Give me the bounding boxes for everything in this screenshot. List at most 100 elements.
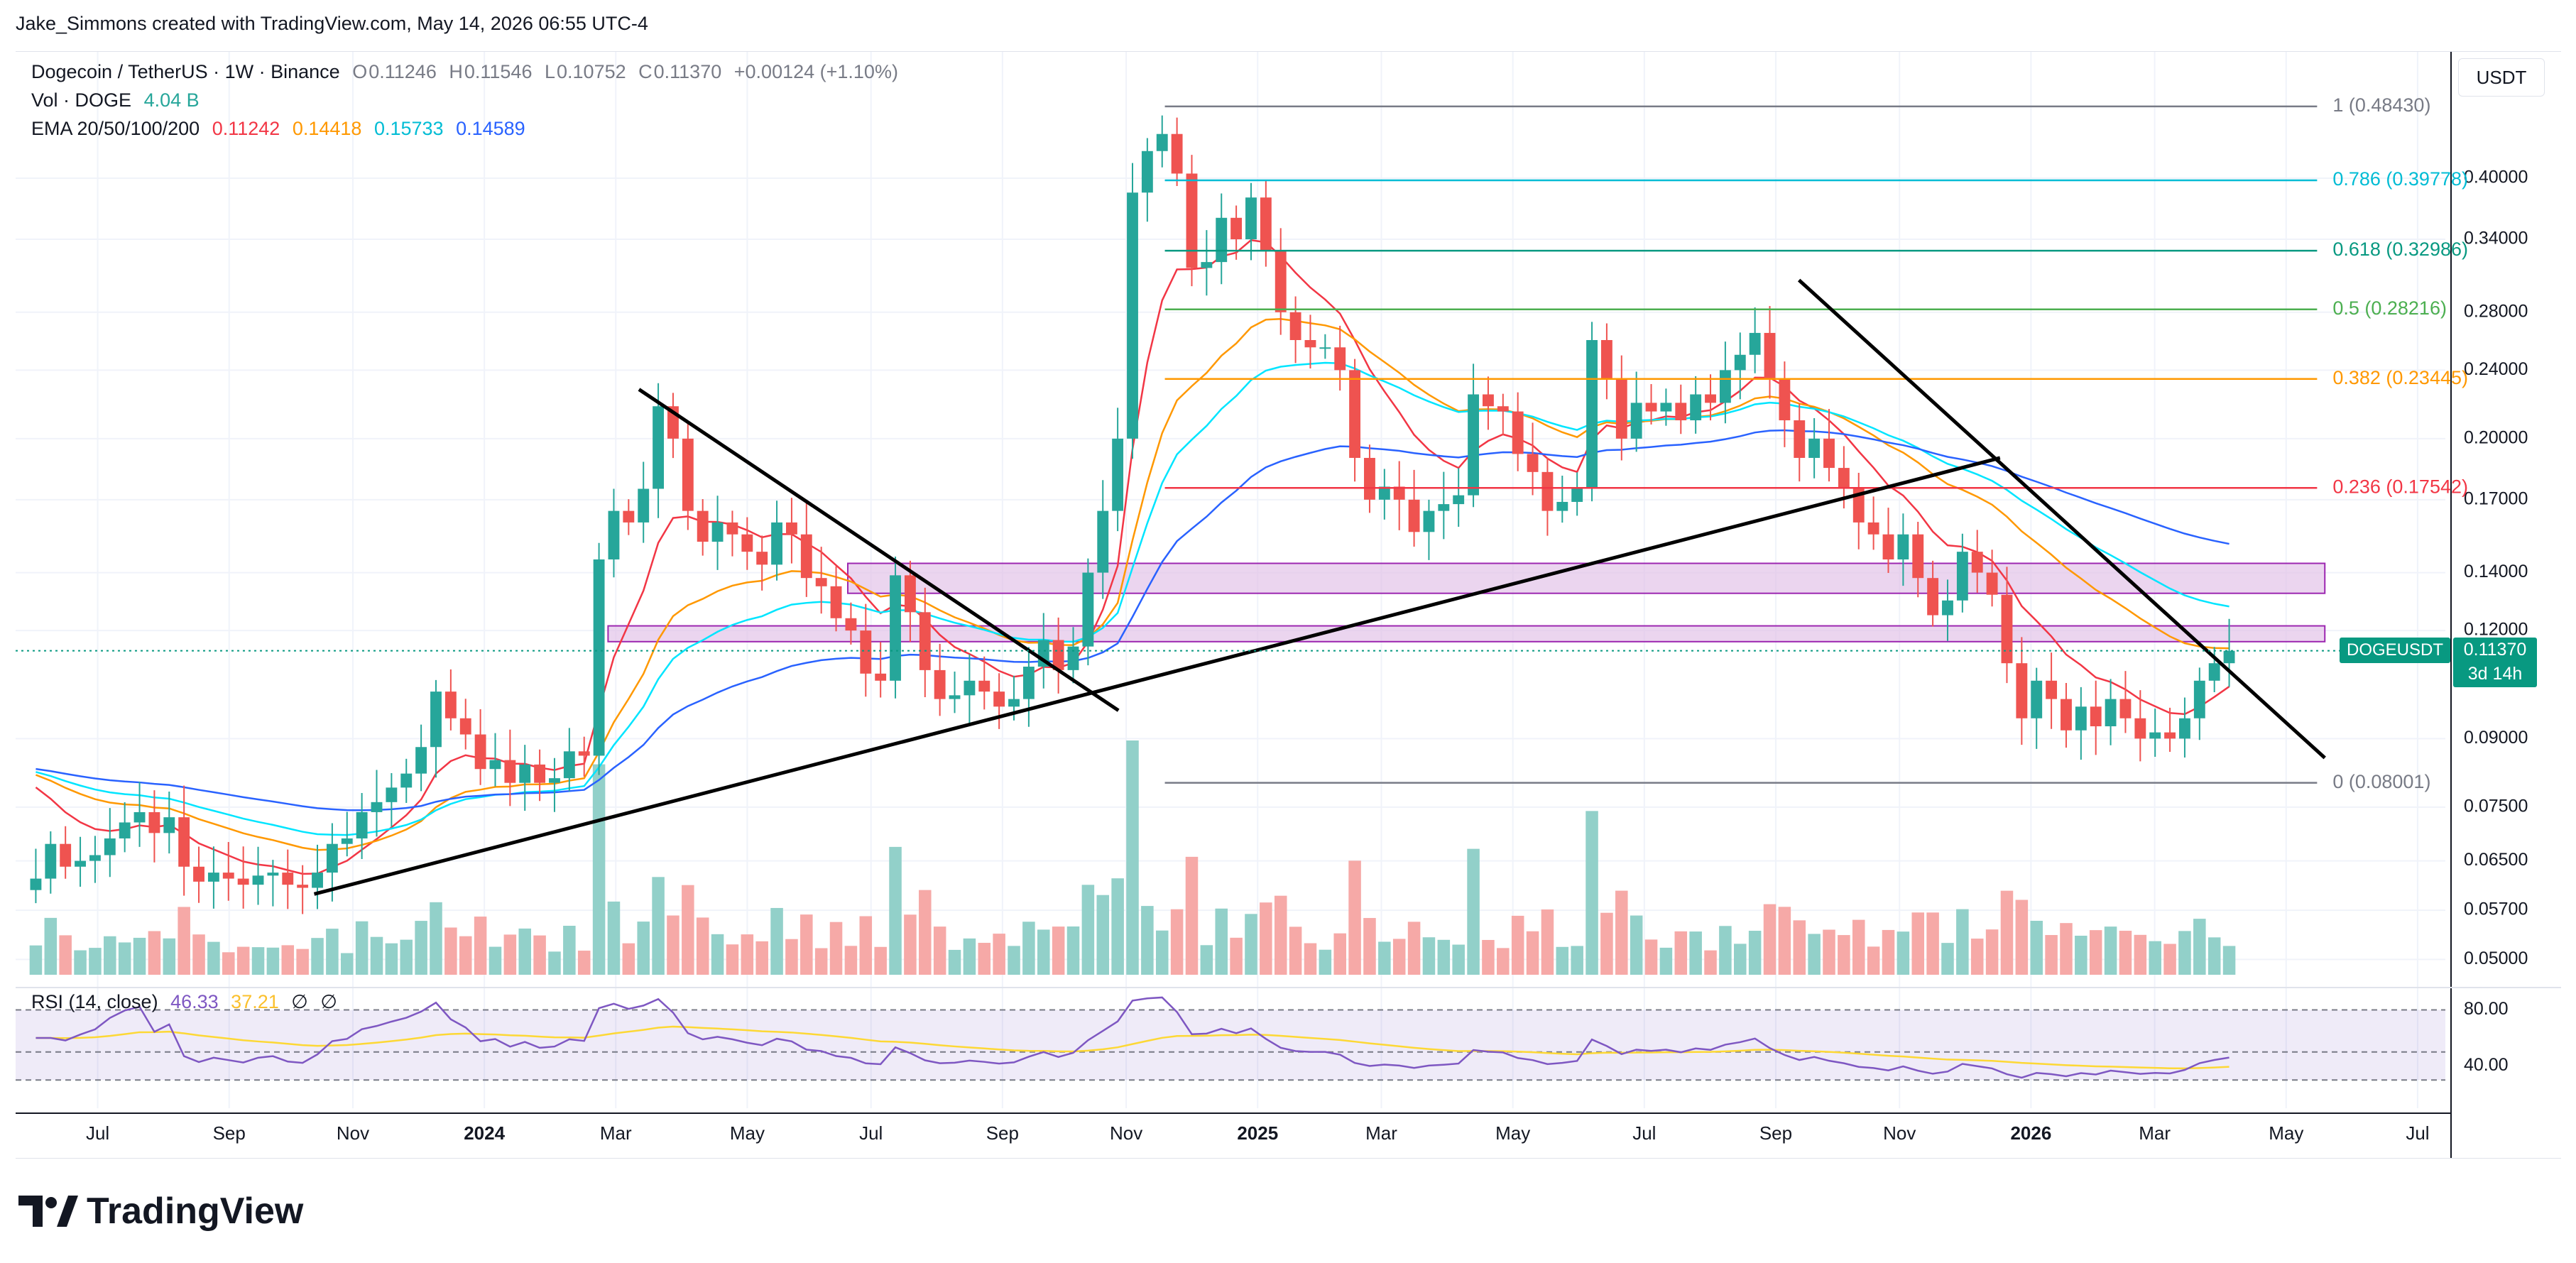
high-value: 0.11546 (464, 61, 533, 82)
candle-body (400, 773, 413, 788)
candle-body (341, 838, 353, 844)
volume-bar (2222, 946, 2236, 975)
candle-body (2090, 706, 2102, 727)
candle-body (593, 559, 605, 756)
candle-body (993, 691, 1005, 707)
volume-bar (2163, 944, 2176, 975)
candle-body (1600, 339, 1612, 378)
volume-bar (978, 943, 991, 975)
volume-bar (1096, 895, 1110, 975)
candle-body (1971, 552, 1983, 573)
volume-bar (74, 950, 87, 975)
volume-bar (814, 948, 828, 975)
candle-body (1349, 370, 1361, 458)
volume-bar (59, 935, 72, 975)
candle-body (845, 618, 857, 631)
volume-bar (444, 927, 457, 975)
candle-body (711, 522, 724, 542)
currency-button[interactable]: USDT (2458, 58, 2545, 97)
y-axis-tick-label: 0.07500 (2464, 796, 2528, 816)
rsi-legend: RSI (14, close) 46.33 37.21 ∅ ∅ (31, 991, 344, 1013)
volume-bar (667, 915, 680, 975)
volume-bar (1763, 904, 1777, 975)
volume-bar (163, 938, 176, 975)
current-price-tag: DOGEUSDT 0.11370 3d 14h (2340, 637, 2538, 687)
rsi-ma-value: 37.21 (231, 991, 279, 1012)
candle-body (2193, 680, 2205, 718)
volume-bar (236, 946, 250, 975)
candle-body (30, 878, 42, 890)
volume-bar (1778, 907, 1791, 975)
volume-bar (1052, 926, 1065, 975)
chart-frame[interactable]: 0.40000 0.34000 0.28000 0.24000 0.20000 0.170… (16, 51, 2561, 1159)
candle-body (934, 669, 946, 699)
candle-body (1008, 699, 1020, 707)
volume-bar (1022, 922, 1035, 975)
volume-bar (1970, 939, 1984, 975)
candle-body (2134, 718, 2146, 739)
volume-bar (889, 846, 902, 975)
volume-bar (933, 926, 946, 975)
volume-bar (1808, 934, 1821, 975)
candle-body (563, 751, 575, 779)
candle-body (326, 843, 338, 873)
volume-bar (1245, 914, 1257, 975)
y-axis-tick-label: 0.17000 (2464, 488, 2528, 508)
trendline (638, 388, 1120, 712)
volume-bar (1422, 937, 1436, 975)
candle-body (741, 534, 753, 552)
volume-bar (1526, 931, 1539, 975)
volume-bar (963, 938, 976, 975)
volume-bar (1407, 922, 1421, 975)
volume-bar (563, 925, 576, 975)
candle-body (1779, 378, 1791, 421)
volume-bar (2178, 931, 2191, 975)
x-axis-tick-label: Sep (1759, 1122, 1792, 1144)
candle-body (1823, 438, 1835, 469)
open-value: 0.11246 (369, 61, 437, 82)
candle-body (534, 764, 546, 783)
volume-bar (919, 890, 932, 975)
volume-bar (1659, 947, 1673, 975)
candle-body (1749, 332, 1761, 355)
candle-body (45, 843, 57, 879)
candle-body (815, 578, 827, 586)
volume-bar (192, 934, 205, 975)
candle-body (1527, 454, 1539, 472)
open-label: O (352, 61, 368, 82)
y-axis-tick-label: 0.12000 (2464, 620, 2528, 640)
candlestick-chart[interactable]: 0.40000 0.34000 0.28000 0.24000 0.20000 0.170… (16, 52, 2561, 1158)
ema20-value: 0.11242 (212, 118, 280, 139)
x-axis-tick-label: 2026 (2010, 1122, 2051, 1144)
volume-bar (281, 945, 295, 975)
candle-body (1645, 403, 1657, 412)
candle-body (638, 488, 650, 523)
volume-bar (1215, 908, 1228, 975)
y-axis-tick-label: 0.09000 (2464, 728, 2528, 748)
x-axis-tick-label: Mar (2139, 1122, 2171, 1144)
candle-body (1764, 332, 1776, 378)
volume-bar (904, 914, 917, 975)
resistance-zone (607, 625, 2326, 643)
volume-bar (385, 943, 398, 975)
volume-bar (1289, 926, 1302, 975)
volume-bar (326, 929, 339, 975)
candle-body (771, 522, 782, 565)
candle-body (2164, 732, 2176, 739)
candle-body (726, 522, 738, 535)
volume-value: 4.04 B (143, 89, 200, 111)
volume-bar (1304, 943, 1317, 975)
ema-label: EMA 20/50/100/200 (31, 118, 200, 139)
volume-bar (1896, 931, 1910, 975)
candle-body (459, 718, 471, 735)
ema-50-line (35, 318, 2230, 851)
tradingview-logo-icon (18, 1196, 78, 1227)
candle-body (237, 878, 249, 885)
tradingview-logo[interactable]: TradingView (18, 1190, 303, 1232)
rsi-value: 46.33 (170, 991, 219, 1012)
candle-body (386, 787, 398, 802)
volume-bar (222, 952, 235, 975)
resistance-zone (847, 562, 2326, 594)
candle-body (474, 734, 486, 770)
volume-bar (1467, 848, 1480, 975)
